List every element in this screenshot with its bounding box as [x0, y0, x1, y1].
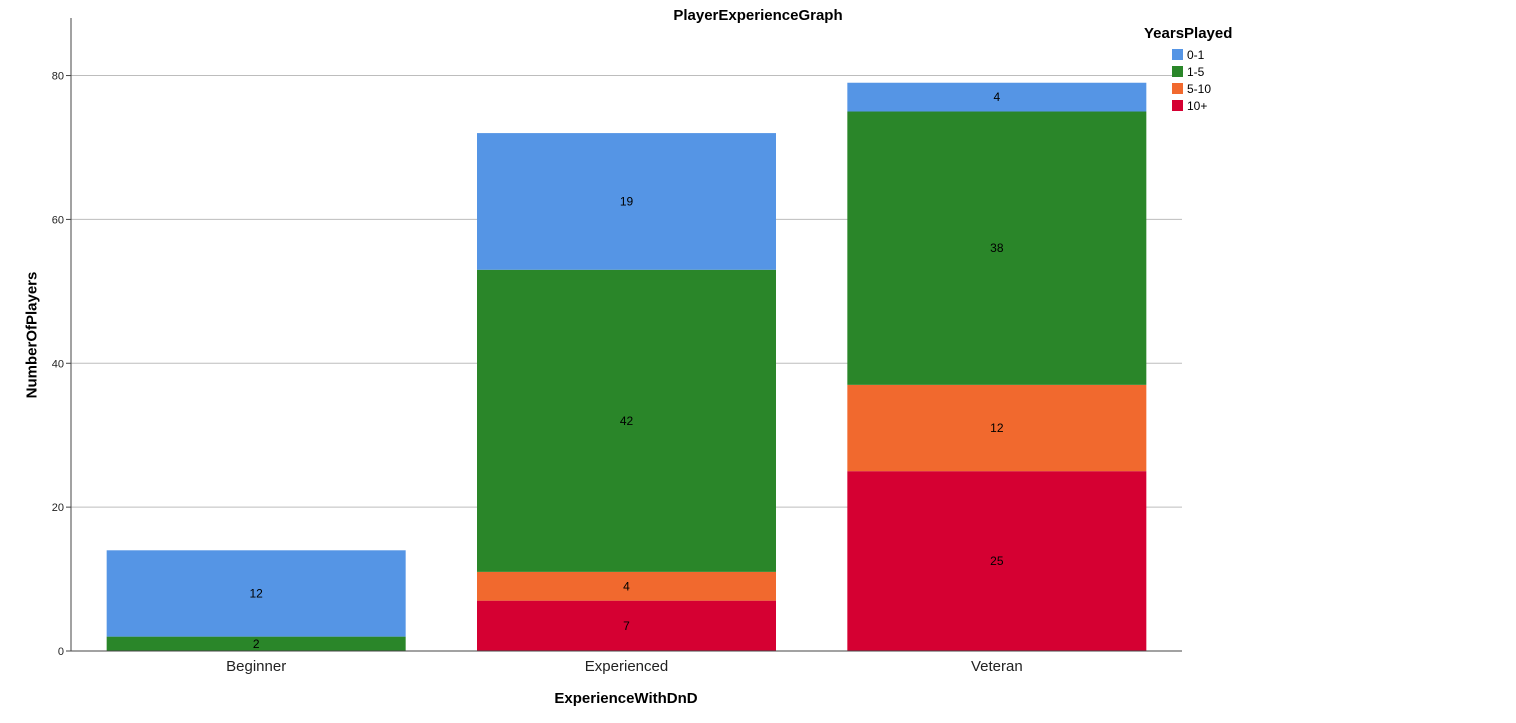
legend-label-10plus: 10+ [1187, 98, 1208, 113]
bar-segment-experienced-1-5 [477, 269, 776, 572]
x-tick-label-experienced: Experienced [585, 658, 668, 675]
bar-segment-veteran-10plus [847, 471, 1147, 651]
x-axis-label: ExperienceWithDnD [554, 690, 698, 707]
bar-segment-experienced-5-10 [477, 571, 776, 601]
y-tick-label-80: 80 [52, 71, 64, 83]
legend-swatch-0-1 [1172, 49, 1183, 60]
bar-segment-beginner-0-1 [106, 550, 406, 637]
data-label-experienced-5-10: 4 [623, 579, 630, 593]
legend-swatch-5-10 [1172, 83, 1183, 94]
legend-item-1-5: 1-5 [1144, 63, 1232, 80]
y-tick-label-0: 0 [58, 646, 64, 658]
bar-segment-veteran-0-1 [847, 82, 1147, 112]
data-label-veteran-5-10: 12 [990, 421, 1004, 435]
legend-swatch-10plus [1172, 100, 1183, 111]
bar-segment-beginner-1-5 [106, 636, 406, 651]
legend-item-0-1: 0-1 [1144, 46, 1232, 63]
bar-segment-experienced-10plus [477, 600, 776, 651]
legend-item-5-10: 5-10 [1144, 80, 1232, 97]
x-tick-label-veteran: Veteran [971, 658, 1023, 675]
data-label-experienced-0-1: 19 [620, 194, 634, 208]
legend-title: YearsPlayed [1144, 25, 1233, 42]
legend-swatch-1-5 [1172, 66, 1183, 77]
legend-label-5-10: 5-10 [1187, 81, 1212, 96]
data-label-veteran-10plus: 25 [990, 554, 1004, 568]
legend-item-10plus: 10+ [1144, 97, 1232, 114]
data-label-beginner-0-1: 12 [249, 586, 263, 600]
chart-title: PlayerExperienceGraph [673, 7, 843, 24]
y-tick-label-60: 60 [52, 214, 64, 226]
bar-segment-veteran-5-10 [847, 384, 1147, 472]
data-label-veteran-1-5: 38 [990, 241, 1004, 255]
legend: YearsPlayed 0-1 1-5 5-10 10+ [1144, 25, 1232, 114]
data-label-beginner-1-5: 2 [253, 637, 260, 651]
data-label-experienced-1-5: 42 [620, 414, 634, 428]
data-label-veteran-0-1: 4 [993, 90, 1000, 104]
y-tick-label-40: 40 [52, 358, 64, 370]
y-tick-label-20: 20 [52, 502, 64, 514]
y-axis-label: NumberOfPlayers [23, 271, 41, 399]
legend-label-1-5: 1-5 [1187, 64, 1205, 79]
x-tick-label-beginner: Beginner [226, 658, 286, 675]
legend-label-0-1: 0-1 [1187, 47, 1205, 62]
bar-segment-experienced-0-1 [477, 133, 776, 270]
bar-segment-veteran-1-5 [847, 111, 1147, 385]
data-label-experienced-10plus: 7 [623, 619, 630, 633]
